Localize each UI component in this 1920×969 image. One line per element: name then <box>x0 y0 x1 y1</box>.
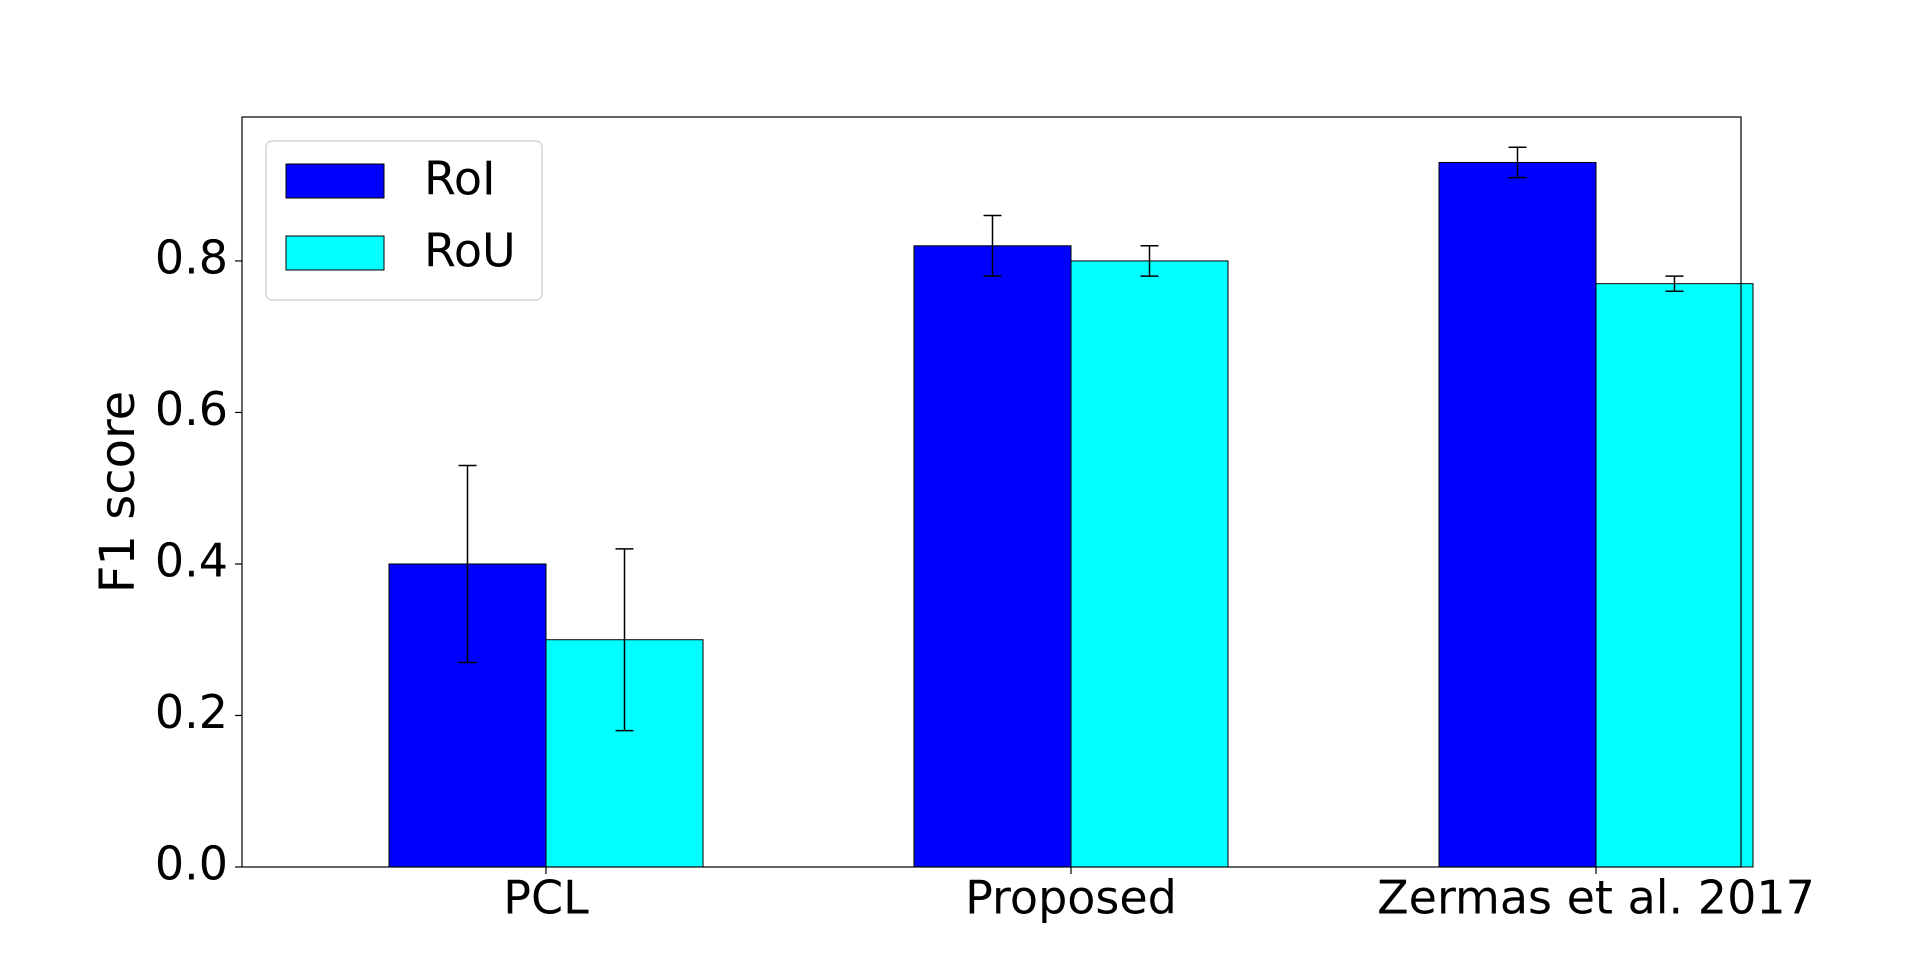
legend-swatch-rou <box>285 235 385 271</box>
bar-roi-zermas-et-al-2017 <box>1438 161 1597 868</box>
legend-swatch-roi <box>285 163 385 199</box>
bar-rou-zermas-et-al-2017 <box>1595 283 1754 868</box>
bars-layer <box>388 161 1754 868</box>
y-tick-label: 0.4 <box>155 533 228 587</box>
y-tick-label: 0.0 <box>155 837 228 891</box>
legend-label-roi: RoI <box>424 152 496 206</box>
x-tick-label: PCL <box>503 871 589 925</box>
y-tick-label: 0.2 <box>155 685 228 739</box>
x-tick-label: Proposed <box>965 871 1177 925</box>
bar-roi-proposed <box>913 245 1072 868</box>
y-axis: 0.0 0.2 0.4 0.6 0.8 <box>155 230 242 891</box>
x-tick-label: Zermas et al. 2017 <box>1377 871 1815 925</box>
y-tick-label: 0.6 <box>155 382 228 436</box>
legend: RoI RoU <box>265 140 543 301</box>
bar-rou-proposed <box>1070 260 1229 868</box>
y-axis-label: F1 score <box>90 391 146 593</box>
error-bars-layer <box>458 146 1684 732</box>
plot-frame <box>241 116 1742 868</box>
y-tick-label: 0.8 <box>155 230 228 284</box>
legend-label-rou: RoU <box>424 224 516 278</box>
x-axis: PCL Proposed Zermas et al. 2017 <box>503 867 1815 925</box>
